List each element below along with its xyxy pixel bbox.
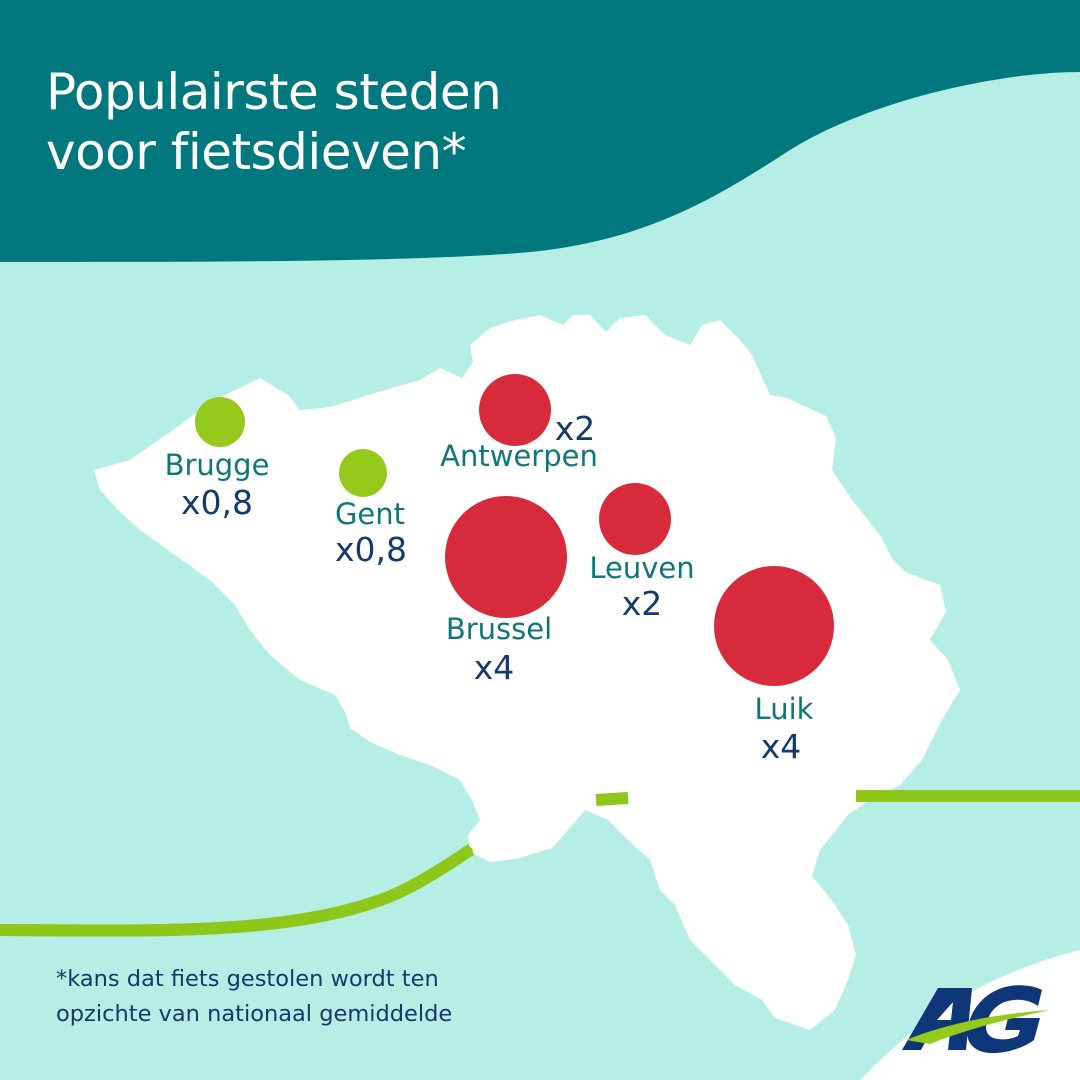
city-marker-brussel [445, 496, 567, 618]
city-label-antwerpen: Antwerpen [440, 439, 598, 473]
page-title-line-2: voor fietsdieven* [46, 123, 467, 181]
header-banner [0, 0, 1080, 262]
city-marker-gent [339, 449, 387, 497]
city-label-gent: Gent [334, 497, 406, 531]
city-marker-brugge [195, 397, 245, 447]
footnote: *kans dat fiets gestolen wordt ten opzic… [56, 962, 452, 1032]
city-multiplier-gent: x0,8 [334, 530, 408, 569]
green-route-line-mid [595, 792, 629, 806]
belgium-map [94, 315, 960, 1030]
city-marker-luik [714, 566, 834, 686]
city-multiplier-antwerpen: x2 [554, 409, 596, 448]
city-multiplier-luik: x4 [760, 727, 802, 766]
city-label-luik: Luik [754, 692, 814, 726]
footnote-line-1: *kans dat fiets gestolen wordt ten [56, 966, 439, 992]
green-route-line-left [0, 846, 473, 937]
page-title: Populairste steden voor fietsdieven* [46, 62, 502, 182]
city-label-leuven: Leuven [589, 551, 695, 585]
page-title-line-1: Populairste steden [46, 63, 502, 121]
city-marker-antwerpen [479, 374, 551, 446]
footnote-line-2: opzichte van nationaal gemiddelde [56, 1000, 453, 1027]
city-multiplier-brussel: x4 [473, 648, 515, 687]
city-multiplier-brugge: x0,8 [180, 483, 254, 522]
city-label-brussel: Brussel [445, 612, 553, 646]
city-multiplier-leuven: x2 [621, 584, 663, 623]
city-label-brugge: Brugge [164, 448, 270, 482]
city-marker-leuven [599, 483, 671, 555]
